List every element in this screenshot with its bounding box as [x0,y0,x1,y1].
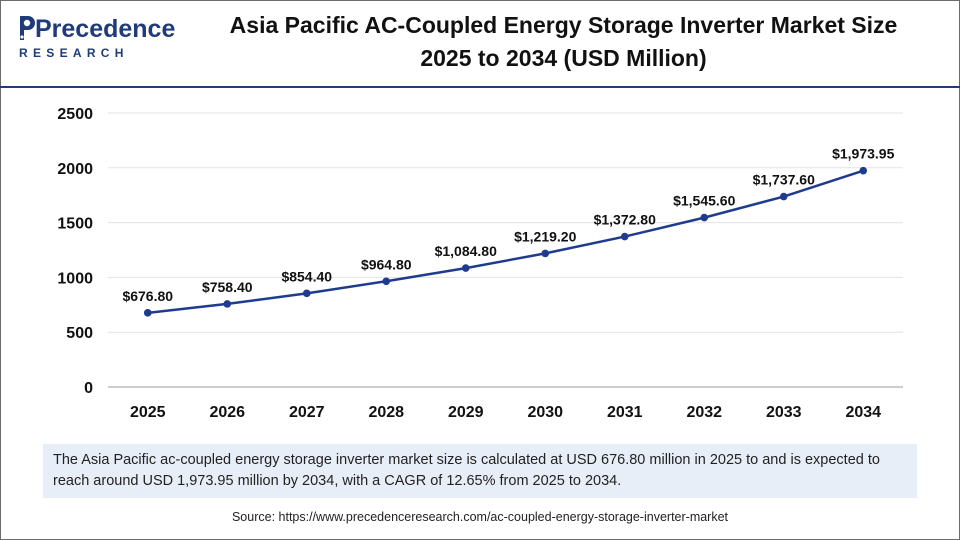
data-point [223,300,232,308]
y-tick-label: 2500 [57,106,93,123]
header: Precedence RESEARCH Asia Pacific AC-Coup… [1,1,959,85]
data-point [700,213,709,222]
data-label: $676.80 [122,288,173,304]
data-point [779,192,788,201]
y-tick-label: 1000 [57,270,93,287]
data-point [302,289,311,298]
y-tick-label: 2000 [57,161,93,178]
chart-title-line-2: 2025 to 2034 (USD Million) [420,45,707,71]
header-divider [0,86,960,88]
data-label: $1,372.80 [594,212,656,228]
data-point [143,309,152,317]
x-tick-label: 2030 [527,404,563,421]
x-tick-label: 2029 [448,404,484,421]
data-point [382,277,391,286]
y-tick-label: 0 [84,380,93,397]
data-point [859,166,868,175]
x-tick-label: 2025 [130,404,166,421]
x-tick-label: 2028 [368,404,404,421]
chart-title-line-1: Asia Pacific AC-Coupled Energy Storage I… [229,12,898,38]
x-tick-label: 2031 [607,404,643,421]
data-label: $1,545.60 [673,193,735,209]
x-tick-label: 2026 [209,404,245,421]
source-text: Source: https://www.precedenceresearch.c… [231,510,729,524]
x-tick-label: 2032 [686,404,722,421]
data-label: $1,084.80 [435,243,497,259]
data-label: $1,737.60 [753,172,815,188]
data-point [620,232,629,241]
data-point [461,264,470,272]
data-label: $758.40 [202,279,253,295]
logo-p-icon [20,16,35,40]
data-point [541,249,550,258]
line-chart: 0 500 1000 1500 2000 2500 2025 2026 2027 2028 2029… [57,106,903,421]
data-label: $1,219.20 [514,228,576,244]
data-label: $964.80 [361,256,412,272]
series-line [147,169,864,315]
brand-subtitle: RESEARCH [19,46,129,60]
x-tick-label: 2033 [766,404,802,421]
y-tick-label: 1500 [57,216,93,233]
x-tick-label: 2034 [845,404,881,421]
brand-logo: Precedence RESEARCH [17,15,175,65]
summary-note: The Asia Pacific ac-coupled energy stora… [43,444,917,498]
data-label: $854.40 [281,268,332,284]
chart-title: Asia Pacific AC-Coupled Energy Storage I… [201,9,926,75]
x-tick-label: 2027 [289,404,325,421]
brand-name: Precedence [35,15,176,43]
y-tick-label: 500 [66,325,93,342]
data-label: $1,973.95 [832,146,894,162]
